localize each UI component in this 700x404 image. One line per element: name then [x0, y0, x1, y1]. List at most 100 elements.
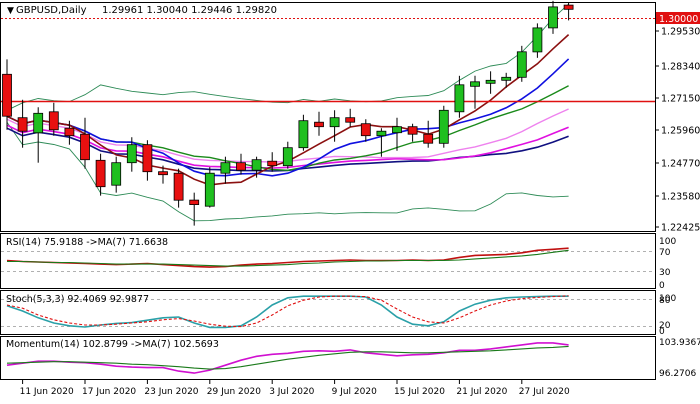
candle[interactable] — [563, 2, 574, 21]
candle[interactable] — [392, 117, 402, 151]
candle[interactable] — [282, 141, 293, 169]
price-axis-tick-label: 1.24770 — [661, 159, 700, 170]
candle[interactable] — [407, 123, 418, 142]
candle[interactable] — [158, 165, 168, 184]
indicator-axis-tick-label: 80 — [659, 296, 671, 306]
candle-body — [64, 127, 75, 137]
candle[interactable] — [548, 0, 558, 34]
candle[interactable] — [267, 152, 278, 172]
candle-body — [314, 121, 324, 128]
bollinger-upper-band — [6, 3, 569, 111]
candle[interactable] — [220, 156, 231, 184]
candle[interactable] — [17, 99, 28, 148]
momentum-axis: 103.9367 96.2706 — [659, 338, 700, 379]
time-axis-tick-label: 15 Jul 2020 — [394, 387, 445, 397]
candle-body — [423, 133, 434, 144]
candle[interactable] — [33, 107, 44, 163]
sma-blue-line — [6, 58, 570, 177]
indicator-axis-tick-label: 20 — [659, 321, 671, 331]
current-price-tag — [656, 12, 700, 24]
candle[interactable] — [454, 75, 465, 118]
candle[interactable] — [376, 128, 387, 157]
candle[interactable] — [501, 72, 512, 88]
candle[interactable] — [470, 75, 480, 109]
candle[interactable] — [485, 71, 496, 94]
candle[interactable] — [532, 23, 543, 58]
stoch-panel-label: Stoch(5,3,3) 92.4069 92.9877 — [6, 294, 149, 305]
rsi-levels — [1, 251, 655, 272]
stoch-series — [6, 295, 569, 329]
time-axis-tick-label: 23 Jun 2020 — [144, 387, 198, 397]
indicator-axis-tick-label: 100 — [659, 294, 676, 304]
candle[interactable] — [314, 111, 324, 136]
candle[interactable] — [80, 117, 90, 169]
momentum-panel-label: Momentum(14) 102.8799 ->MA(7) 102.5693 — [6, 339, 219, 350]
candle-body — [548, 6, 558, 29]
candle-body — [220, 162, 231, 174]
candle[interactable] — [360, 119, 371, 142]
time-axis-tick-label: 17 Jun 2020 — [82, 387, 136, 397]
price-panel-frame — [0, 2, 656, 232]
candle[interactable] — [95, 153, 106, 196]
candle-body — [501, 76, 512, 81]
candle[interactable] — [345, 108, 356, 127]
time-axis-tick-label: 21 Jul 2020 — [456, 387, 507, 397]
time-axis-tick-label: 29 Jun 2020 — [207, 387, 261, 397]
candle-body — [80, 133, 90, 161]
candle-body — [532, 27, 543, 53]
candle-body — [376, 130, 387, 137]
price-axis-tick-label: 1.29530 — [661, 27, 700, 38]
candle-body — [345, 117, 356, 123]
candle[interactable] — [236, 153, 246, 175]
indicator-axis-tick-label: 100 — [659, 237, 676, 247]
price-axis[interactable]: 1.29530 1.28340 1.27150 1.25960 1.24770 1.235… — [655, 19, 700, 234]
current-price-tag-label: 1.30000 — [659, 14, 698, 25]
candle[interactable] — [516, 45, 527, 82]
candle-body — [173, 172, 184, 201]
indicator-axis-tick-label: 0 — [659, 281, 665, 291]
candlestick-series — [2, 0, 574, 226]
price-axis-tick-label: 1.25960 — [661, 126, 700, 137]
time-axis[interactable]: 11 Jun 2020 17 Jun 2020 23 Jun 2020 29 Jun … — [20, 380, 570, 397]
candle[interactable] — [48, 102, 59, 136]
time-axis-tick-label: 11 Jun 2020 — [20, 387, 74, 397]
indicator-axis-tick-label: 70 — [659, 248, 671, 258]
candle[interactable] — [126, 137, 137, 172]
candle-body — [470, 81, 480, 87]
indicator-axis-tick-label: 30 — [659, 268, 671, 278]
chart-symbol-triangle-icon[interactable]: ▼ — [7, 6, 14, 16]
candle[interactable] — [423, 120, 434, 148]
candle-body — [17, 117, 28, 132]
candle[interactable] — [251, 156, 262, 178]
candle[interactable] — [329, 110, 340, 142]
candle[interactable] — [142, 140, 153, 181]
candle[interactable] — [189, 192, 200, 226]
indicator-axis-tick-label: 103.9367 — [659, 338, 700, 348]
rsi-line — [6, 247, 569, 268]
rsi-panel-frame — [0, 233, 656, 289]
candle[interactable] — [438, 105, 449, 148]
momentum-series — [6, 342, 569, 374]
time-axis-tick-label: 3 Jul 2020 — [269, 387, 314, 397]
indicator-axis-tick-label: 96.2706 — [659, 369, 696, 379]
stoch-levels — [1, 299, 655, 327]
candle[interactable] — [2, 59, 12, 130]
candle-body — [267, 160, 278, 167]
candle[interactable] — [111, 156, 122, 193]
candle-body — [2, 73, 12, 117]
candle[interactable] — [64, 120, 75, 145]
time-axis-tick-label: 9 Jul 2020 — [332, 387, 377, 397]
candle-body — [392, 126, 402, 134]
candle-body — [126, 144, 137, 164]
time-axis-tick-label: 27 Jul 2020 — [519, 387, 570, 397]
price-axis-tick-label: 1.23580 — [661, 192, 700, 203]
candle-body — [95, 159, 106, 188]
candle[interactable] — [298, 114, 309, 151]
candle-body — [189, 199, 200, 206]
candle[interactable] — [173, 168, 184, 208]
candle[interactable] — [204, 167, 215, 208]
momentum-line — [6, 342, 569, 374]
